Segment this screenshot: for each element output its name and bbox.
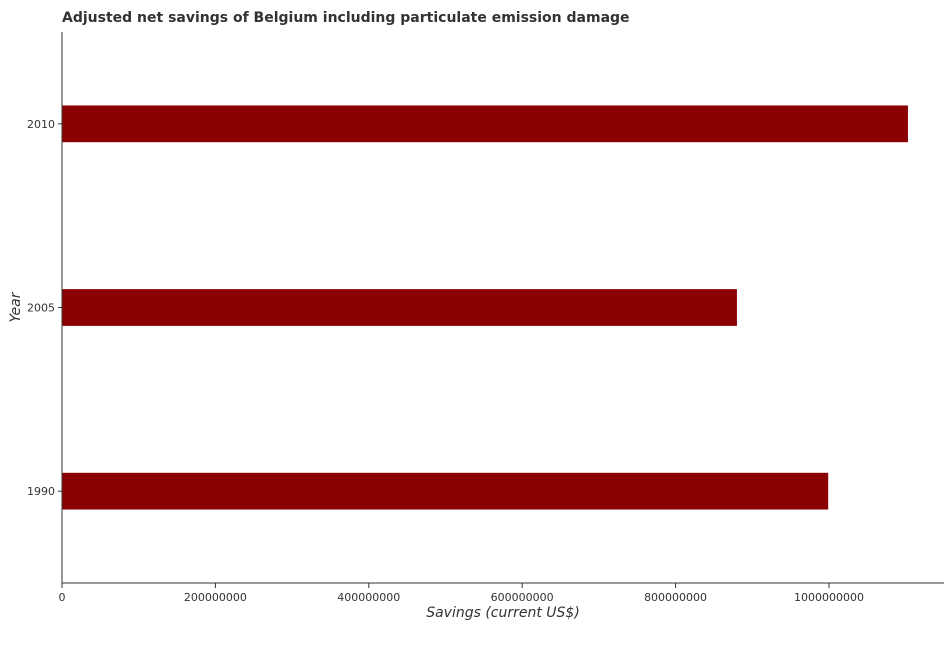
y-tick-label-2005: 2005	[27, 302, 55, 315]
y-tick-label-1990: 1990	[27, 485, 55, 498]
x-tick-label-5: 1000000000	[794, 591, 864, 604]
x-tick-label-1: 200000000	[184, 591, 247, 604]
x-axis-title: Savings (current US$)	[426, 605, 580, 621]
bar-2010	[62, 105, 908, 143]
bar-2005	[62, 289, 737, 326]
x-tick-label-0: 0	[59, 591, 66, 604]
bars-layer	[62, 105, 908, 510]
y-axis-title: Year	[8, 291, 24, 322]
bar-1990	[62, 472, 829, 510]
y-tick-label-2010: 2010	[27, 118, 55, 131]
chart-title: Adjusted net savings of Belgium includin…	[62, 10, 630, 26]
x-tick-label-4: 800000000	[644, 591, 707, 604]
x-tick-label-3: 600000000	[491, 591, 554, 604]
x-tick-label-2: 400000000	[337, 591, 400, 604]
axes-layer: 1990 2005 2010 0 200000000 400000000 600000000…	[27, 32, 944, 604]
